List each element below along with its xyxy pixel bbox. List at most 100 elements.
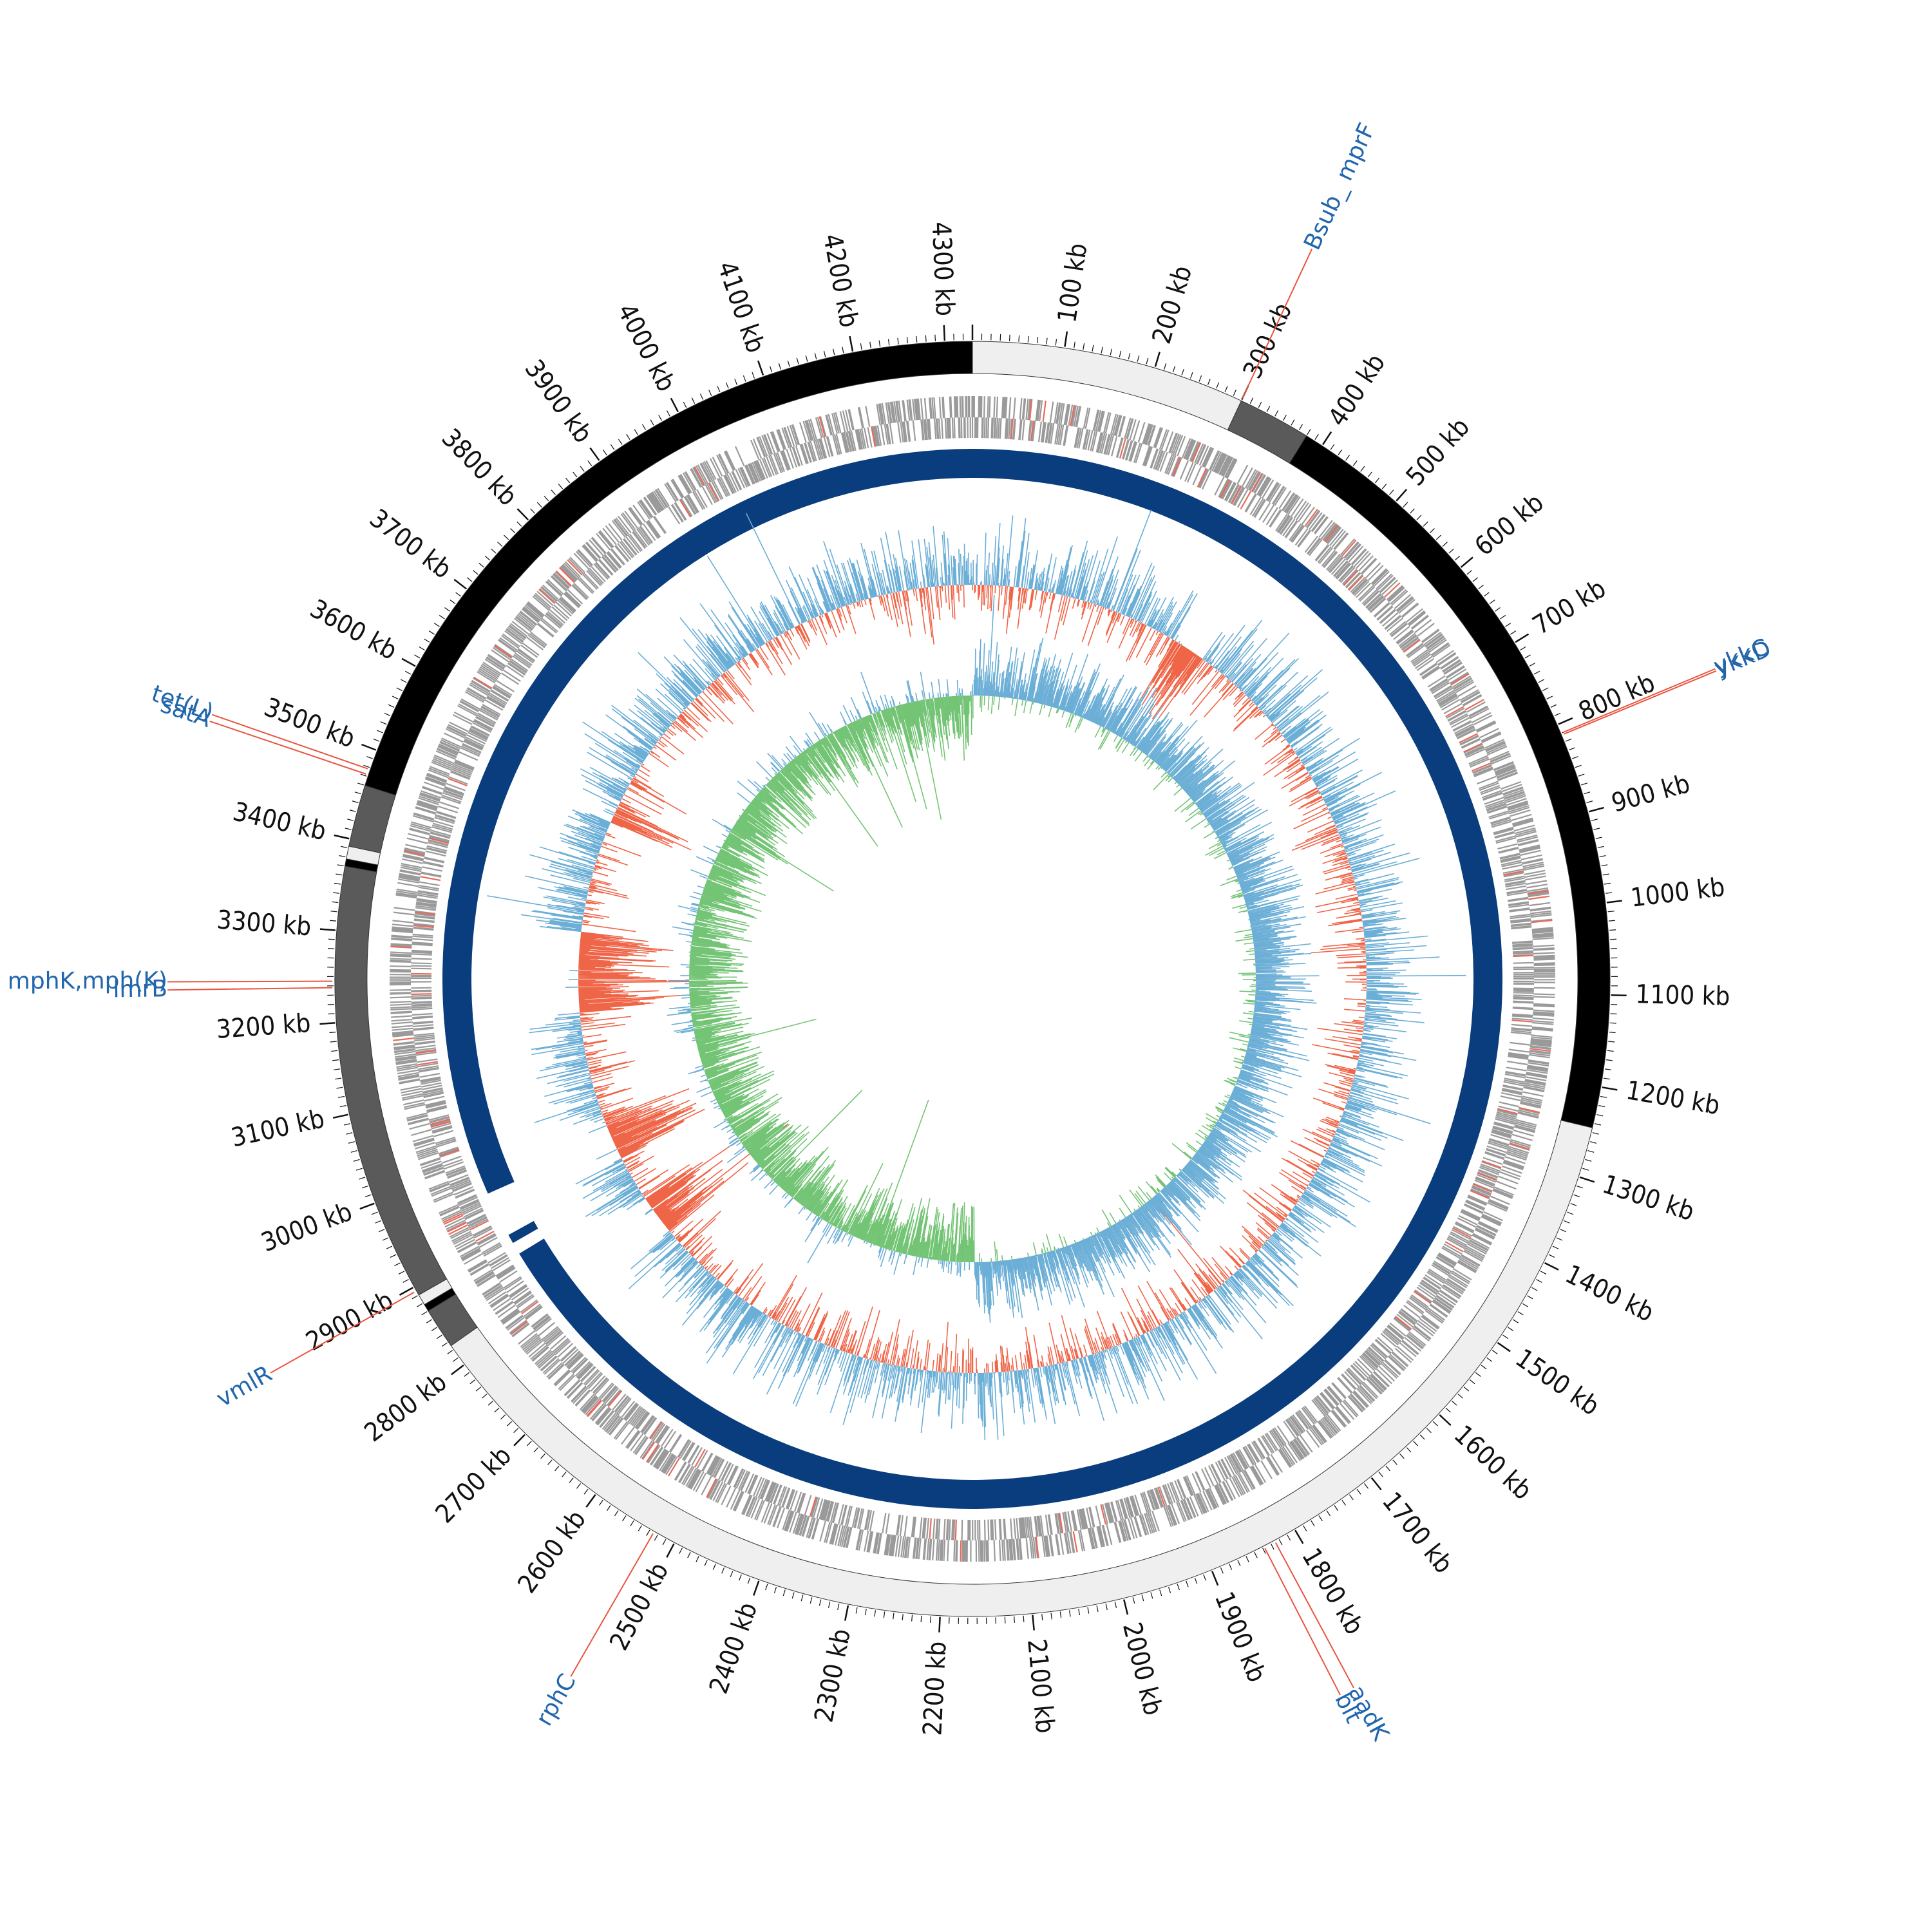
minor-tick	[1548, 1254, 1555, 1258]
minor-tick	[349, 810, 356, 812]
minor-tick	[1330, 444, 1335, 450]
minor-tick	[544, 495, 549, 502]
minor-tick	[1245, 1556, 1249, 1562]
minor-tick	[390, 1254, 397, 1258]
minor-tick	[354, 791, 361, 795]
major-tick	[1396, 489, 1408, 502]
minor-tick	[365, 1194, 372, 1198]
minor-tick	[431, 1327, 437, 1331]
minor-tick	[747, 1577, 751, 1584]
minor-tick	[752, 372, 755, 379]
minor-tick	[869, 341, 871, 348]
minor-tick	[1326, 1510, 1331, 1517]
minor-tick	[1023, 1615, 1025, 1622]
major-tick	[585, 1494, 596, 1508]
minor-tick	[1500, 614, 1506, 620]
minor-tick	[1457, 1394, 1463, 1399]
contig-ring	[334, 341, 1611, 1617]
minor-tick	[1508, 1327, 1514, 1331]
major-tick	[1211, 1571, 1219, 1586]
minor-tick	[618, 439, 623, 445]
minor-tick	[1546, 696, 1553, 699]
minor-tick	[1381, 484, 1387, 489]
minor-tick	[1041, 1614, 1043, 1621]
scale-tick-label: 3700 kb	[364, 504, 457, 585]
minor-tick	[386, 1245, 393, 1249]
minor-tick	[361, 1185, 368, 1189]
minor-tick	[610, 444, 615, 450]
minor-tick	[336, 1086, 343, 1089]
minor-tick	[1146, 357, 1149, 365]
minor-tick	[1181, 369, 1184, 375]
minor-tick	[1249, 397, 1254, 404]
minor-tick	[1413, 1441, 1419, 1446]
minor-tick	[1341, 1499, 1347, 1506]
major-tick	[1439, 1414, 1452, 1426]
scale-tick-label: 1800 kb	[1296, 1543, 1369, 1640]
minor-tick	[1014, 1616, 1015, 1623]
gc-below-average	[578, 584, 1367, 1374]
minor-tick	[337, 1095, 345, 1098]
minor-tick	[554, 1465, 560, 1472]
minor-tick	[580, 466, 585, 472]
minor-tick	[1448, 548, 1454, 554]
minor-tick	[1603, 1077, 1610, 1080]
scale-tick-label: 3300 kb	[216, 905, 312, 942]
minor-tick	[436, 1334, 442, 1340]
minor-tick	[626, 433, 630, 440]
scale-tick-label: 200 kb	[1147, 262, 1198, 347]
minor-tick	[1141, 1595, 1144, 1602]
minor-tick	[1570, 1203, 1577, 1206]
minor-tick	[1224, 386, 1228, 392]
minor-tick	[516, 521, 522, 527]
scale-tick-label: 2300 kb	[809, 1626, 857, 1725]
minor-tick	[455, 592, 461, 597]
minor-tick	[1262, 1548, 1266, 1554]
minor-tick	[1172, 366, 1176, 373]
minor-tick	[398, 1271, 405, 1274]
minor-tick	[641, 424, 647, 430]
minor-tick	[1207, 379, 1211, 385]
scale-tick-label: 2800 kb	[359, 1367, 453, 1448]
major-tick	[453, 578, 468, 590]
minor-tick	[1445, 1407, 1451, 1413]
major-tick	[1321, 431, 1332, 446]
minor-tick	[1608, 1041, 1615, 1043]
minor-tick	[329, 1032, 336, 1034]
minor-tick	[654, 1534, 658, 1541]
minor-tick	[348, 1141, 355, 1144]
minor-tick	[1529, 663, 1536, 667]
minor-tick	[1567, 1211, 1574, 1215]
minor-tick	[1538, 679, 1544, 683]
minor-tick	[1345, 455, 1350, 461]
minor-tick	[377, 730, 383, 734]
minor-tick	[1595, 1123, 1602, 1126]
minor-tick	[482, 1394, 488, 1399]
major-tick	[1294, 1530, 1304, 1544]
minor-tick	[1186, 1580, 1189, 1587]
minor-tick	[739, 1574, 742, 1581]
scale-tick-label: 400 kb	[1323, 348, 1391, 431]
minor-tick	[833, 348, 835, 355]
minor-tick	[734, 379, 738, 385]
minor-tick	[1278, 1539, 1283, 1546]
major-tick	[1154, 352, 1160, 367]
minor-tick	[1274, 410, 1279, 417]
minor-tick	[1600, 1095, 1607, 1098]
minor-tick	[1575, 764, 1582, 768]
scale-tick-label: 2200 kb	[918, 1640, 952, 1736]
minor-tick	[1536, 1279, 1542, 1283]
minor-tick	[1469, 1379, 1475, 1385]
scale-tick-label: 1600 kb	[1448, 1420, 1538, 1506]
minor-tick	[893, 1613, 895, 1620]
gene-annotation-label: Bsub_ mprF	[1299, 119, 1381, 254]
minor-tick	[1046, 337, 1048, 345]
gc-above-average	[487, 509, 1466, 1441]
minor-tick	[1128, 353, 1131, 360]
minor-tick	[1512, 1319, 1519, 1323]
rna-features	[390, 399, 1553, 1562]
major-tick	[359, 1202, 375, 1210]
minor-tick	[679, 1548, 683, 1554]
minor-tick	[1577, 1185, 1584, 1189]
minor-tick	[1607, 911, 1615, 913]
